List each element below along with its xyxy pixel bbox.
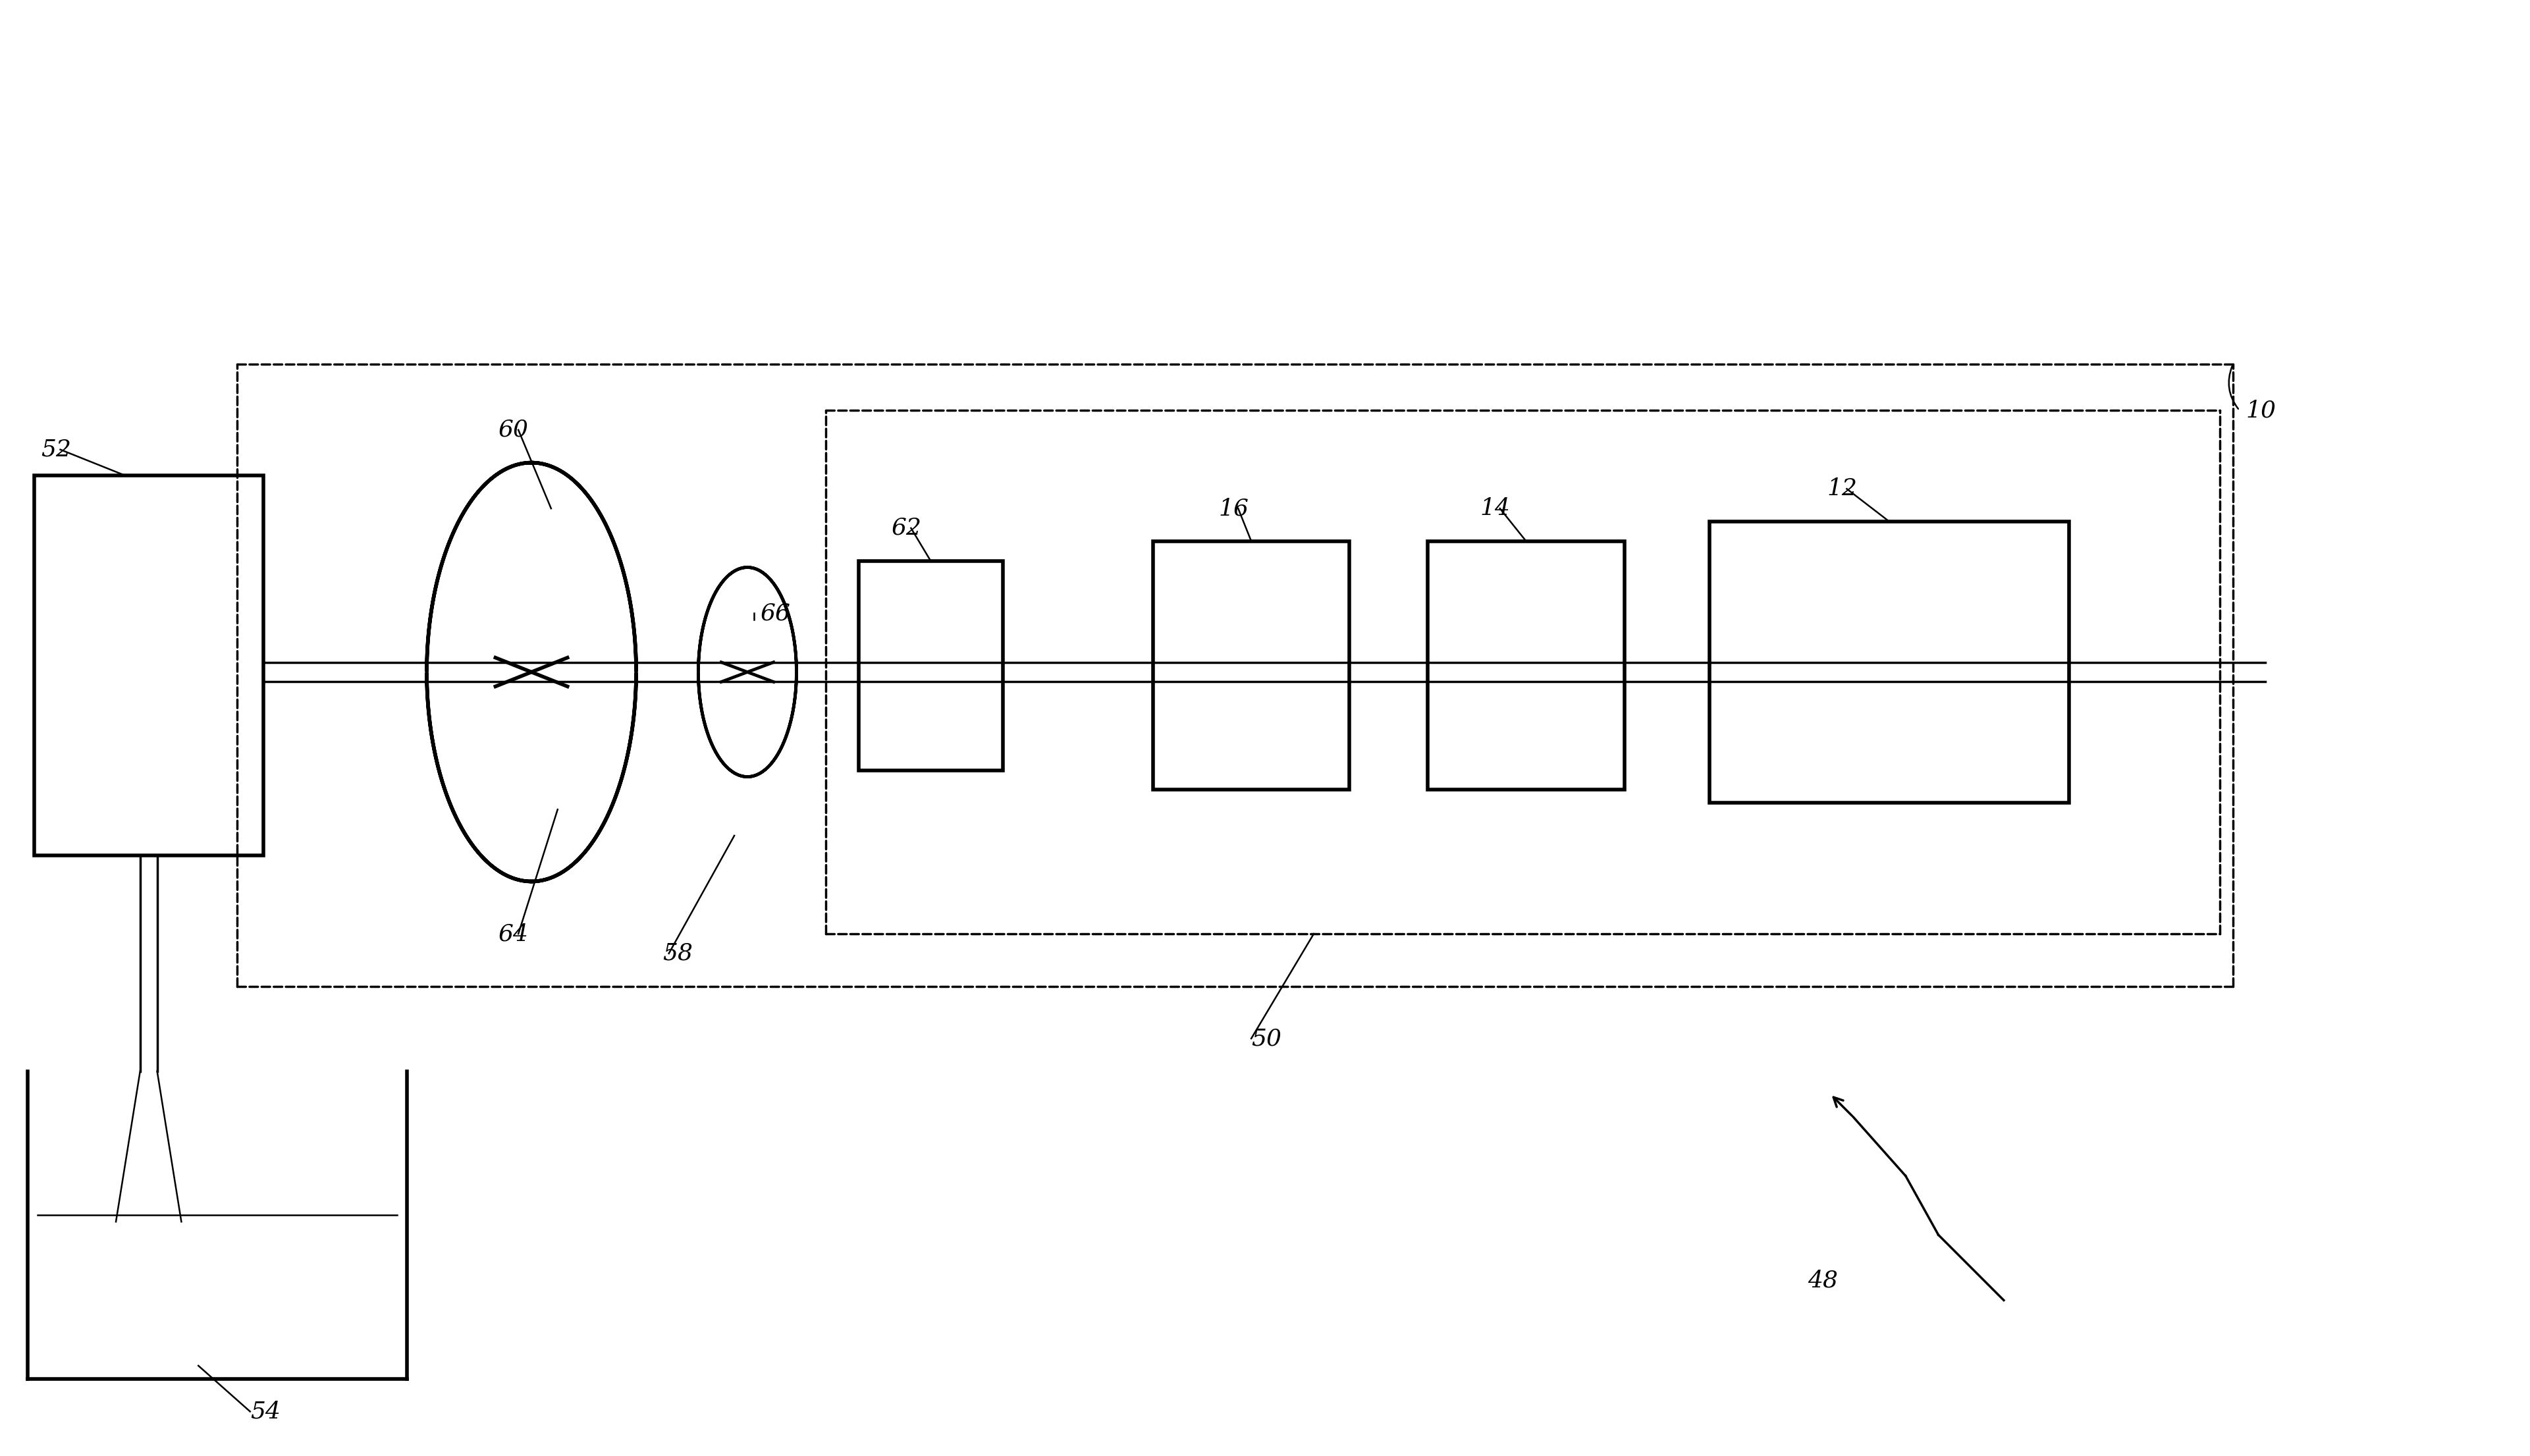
Text: 12: 12 xyxy=(1827,478,1857,499)
Text: 60: 60 xyxy=(498,419,529,441)
Text: 52: 52 xyxy=(40,438,71,460)
Text: 66: 66 xyxy=(762,601,792,625)
Text: 50: 50 xyxy=(1252,1028,1283,1050)
Text: 54: 54 xyxy=(250,1401,281,1423)
Text: 64: 64 xyxy=(498,923,529,945)
Bar xyxy=(1427,542,1624,789)
Bar xyxy=(1710,521,2070,802)
Bar xyxy=(1154,542,1348,789)
Text: 48: 48 xyxy=(1806,1270,1837,1291)
Bar xyxy=(33,476,263,855)
Text: 10: 10 xyxy=(2247,399,2277,421)
Bar xyxy=(858,561,1002,770)
Text: 58: 58 xyxy=(663,942,693,965)
Text: 62: 62 xyxy=(891,517,921,539)
Text: 16: 16 xyxy=(1219,498,1250,520)
Text: 14: 14 xyxy=(1480,498,1510,520)
